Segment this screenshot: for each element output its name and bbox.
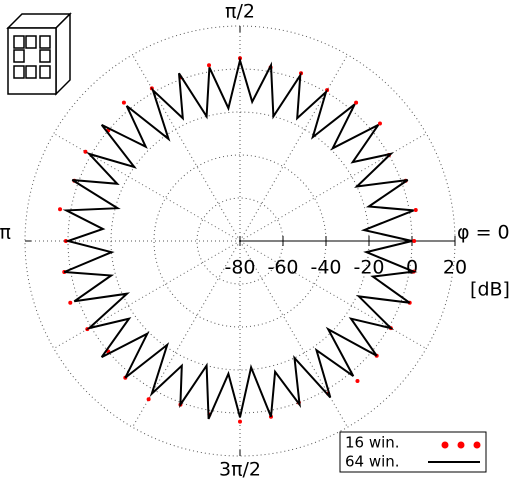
building-icon xyxy=(8,14,70,94)
r-tick-label: -60 xyxy=(267,257,298,279)
r-tick-label: -80 xyxy=(224,257,255,279)
legend-dot xyxy=(458,442,465,449)
grid-spoke xyxy=(54,134,240,242)
data-dot xyxy=(58,207,62,211)
data-dot xyxy=(207,63,211,67)
grid-spoke xyxy=(54,241,240,349)
data-dot xyxy=(355,379,359,383)
data-dot xyxy=(122,101,126,105)
data-dot xyxy=(83,150,87,154)
legend-dot xyxy=(442,442,449,449)
data-dot xyxy=(147,397,151,401)
grid-spoke xyxy=(133,55,241,241)
data-dot xyxy=(238,420,242,424)
data-line xyxy=(64,60,413,419)
data-dot xyxy=(68,301,72,305)
theta-tick-label: 3π/2 xyxy=(219,459,261,481)
r-tick-label: 20 xyxy=(443,257,467,279)
r-axis-label: [dB] xyxy=(470,279,510,301)
data-dot xyxy=(414,208,418,212)
chart: -80-60-40-20020[dB]φ = 0π/2π3π/216 win.6… xyxy=(0,0,513,484)
legend-label: 16 win. xyxy=(345,434,400,452)
legend-label: 64 win. xyxy=(345,453,400,471)
theta-tick-label: φ = 0 xyxy=(457,222,510,244)
data-dot xyxy=(412,239,416,243)
r-tick-label: -40 xyxy=(310,257,341,279)
grid-spoke xyxy=(240,55,348,241)
theta-tick-label: π xyxy=(0,222,11,244)
r-tick-label: 0 xyxy=(406,257,418,279)
legend-dot xyxy=(474,442,481,449)
theta-tick-label: π/2 xyxy=(225,1,255,23)
